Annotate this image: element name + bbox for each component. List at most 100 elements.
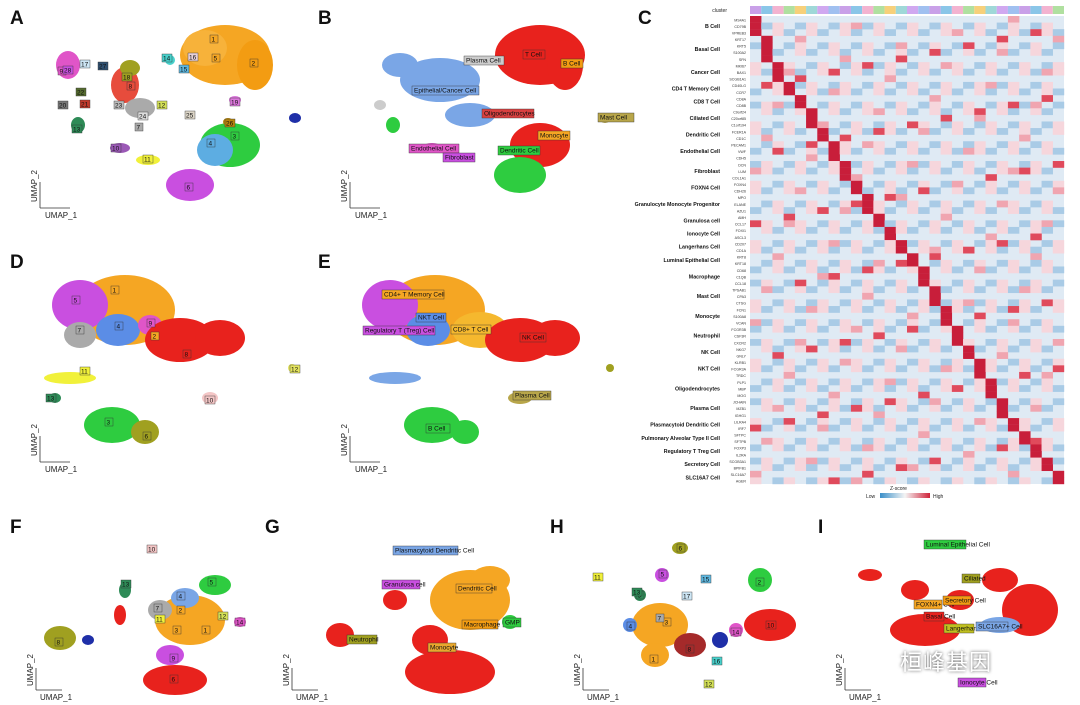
heatmap-cell (850, 325, 863, 333)
heatmap-cell (1041, 48, 1053, 56)
heatmap-cell (817, 240, 829, 247)
panel-letter-i: I (818, 517, 824, 538)
cluster-label: 2 (179, 608, 183, 615)
heatmap-cell (895, 259, 908, 267)
heatmap-cell (907, 22, 919, 30)
heatmap-cell (828, 398, 840, 406)
heatmap-cell (794, 187, 807, 195)
heatmap-cell (783, 88, 796, 96)
heatmap-cell (783, 187, 796, 195)
heatmap-cell (974, 319, 986, 327)
gene-label: FCGR3B (731, 328, 746, 332)
heatmap-cell (1030, 68, 1042, 76)
heatmap-cell (806, 418, 818, 425)
heatmap-cell (1019, 371, 1031, 379)
heatmap-cell (828, 101, 840, 109)
gene-label: C9orf24 (733, 111, 746, 115)
heatmap-cell (772, 345, 784, 353)
heatmap-cell (918, 325, 930, 333)
gene-label: SFTPB (734, 440, 746, 444)
heatmap-cell (974, 286, 986, 294)
heatmap-cell (985, 477, 997, 485)
heatmap-cell (1052, 147, 1065, 155)
heatmap-cell (974, 418, 986, 425)
heatmap-cell (895, 338, 908, 346)
heatmap-cell (884, 398, 896, 406)
heatmap-cell (772, 207, 784, 214)
heatmap-cell (1007, 266, 1020, 274)
heatmap-cell (750, 88, 762, 96)
heatmap-cell (873, 240, 885, 247)
heatmap-cell (1019, 477, 1031, 485)
heatmap-cell (929, 95, 941, 102)
heatmap-cell (850, 187, 863, 195)
cluster-label: 5 (74, 298, 78, 305)
heatmap-cell (1052, 470, 1065, 478)
cluster-label: 13 (633, 590, 641, 597)
heatmap-cell (806, 121, 818, 129)
heatmap-cell (850, 424, 863, 432)
cluster-label: 14 (236, 620, 244, 627)
cluster-label: 13 (47, 396, 55, 403)
heatmap-cell (806, 180, 818, 188)
heatmap-cell (974, 81, 986, 89)
heatmap-cell (794, 200, 807, 208)
heatmap-row-label: CD4 T Memory Cell (672, 87, 721, 93)
y-axis-label: UMAP_2 (573, 653, 582, 686)
heatmap-cell (839, 444, 852, 452)
heatmap-cell (985, 391, 997, 399)
heatmap-cell (817, 306, 829, 313)
heatmap-cell (1019, 246, 1031, 254)
heatmap-cell (951, 266, 964, 274)
heatmap-cell (974, 48, 986, 56)
cell-type-label: Mast Cell (600, 115, 628, 122)
heatmap-cell (884, 187, 896, 195)
heatmap-cell (895, 200, 908, 208)
heatmap-cell (907, 240, 919, 247)
heatmap-cell (951, 279, 964, 287)
heatmap-cell (794, 226, 807, 234)
heatmap-cell (1041, 325, 1053, 333)
heatmap-cell (806, 108, 818, 116)
heatmap-cell (918, 246, 930, 254)
heatmap-cell (1041, 81, 1053, 89)
heatmap-cell (884, 233, 896, 241)
heatmap-cell (985, 29, 997, 36)
heatmap-cell (873, 404, 885, 412)
heatmap-cell (761, 437, 773, 445)
heatmap-cell (828, 88, 840, 96)
heatmap-cell (1019, 457, 1031, 465)
heatmap-cell (839, 464, 852, 472)
heatmap-cell (1019, 88, 1031, 96)
heatmap-cell (1052, 220, 1065, 228)
heatmap-cell (794, 220, 807, 228)
cluster-label: 1 (652, 657, 656, 664)
cluster-bar-cell (817, 6, 829, 14)
heatmap-cell (1030, 286, 1042, 294)
heatmap-cell (839, 286, 852, 294)
cluster-label: 4 (209, 141, 213, 148)
heatmap-cell (750, 187, 762, 195)
heatmap-cell (884, 444, 896, 452)
heatmap-cell (1052, 306, 1065, 313)
heatmap-cell (963, 259, 975, 267)
gene-label: CD68 (737, 269, 746, 273)
heatmap-cell (1041, 29, 1053, 36)
heatmap-cell (929, 48, 941, 56)
heatmap-cell (940, 180, 953, 188)
heatmap-cell (1052, 279, 1065, 287)
heatmap-cell (985, 246, 997, 254)
cluster-label: 6 (679, 546, 683, 553)
heatmap-cell (918, 240, 930, 247)
heatmap-cell (1030, 233, 1042, 241)
heatmap-cell (884, 62, 896, 69)
heatmap-cell (918, 273, 930, 280)
heatmap-cell (817, 457, 829, 465)
heatmap-cell (907, 226, 919, 234)
heatmap-cell (940, 286, 953, 294)
heatmap-cell (1007, 418, 1020, 425)
cluster-bar-cell (918, 6, 930, 14)
heatmap-cell (1019, 207, 1031, 214)
heatmap-cell (1041, 147, 1053, 155)
heatmap-cell (839, 437, 852, 445)
